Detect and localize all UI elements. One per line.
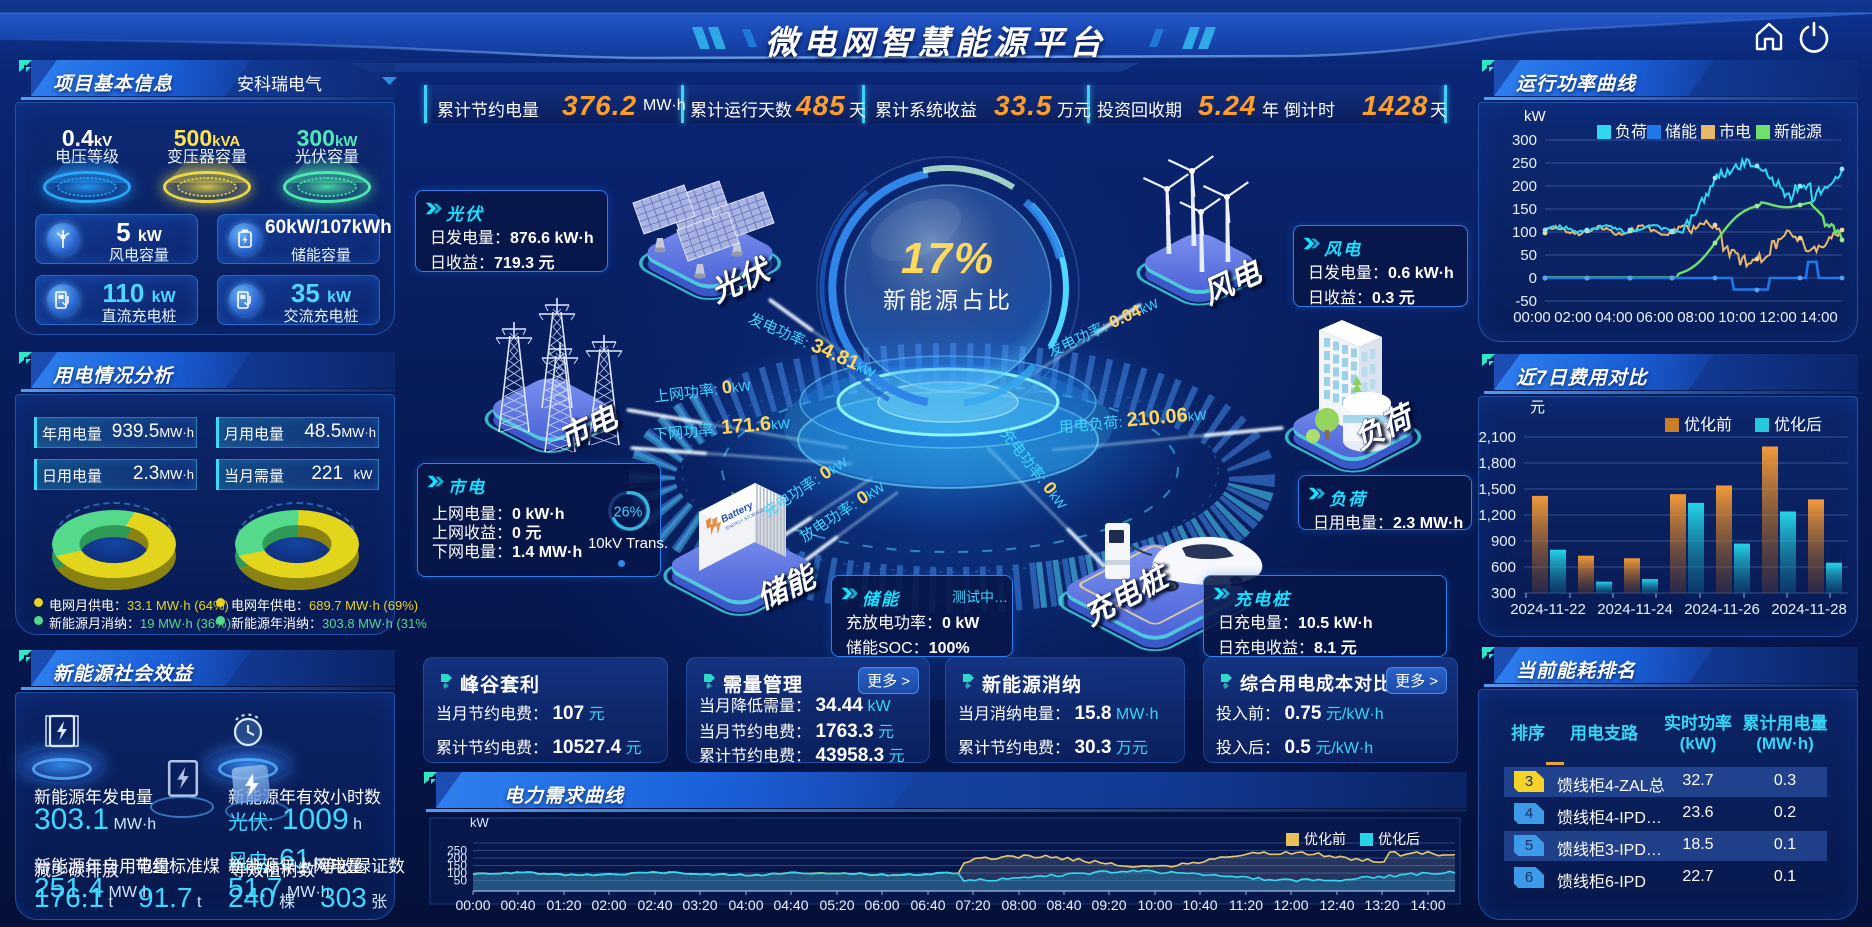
svg-text:08:40: 08:40 <box>1046 897 1081 913</box>
svg-text:00:40: 00:40 <box>500 897 535 913</box>
svg-text:2024-11-26: 2024-11-26 <box>1684 601 1760 618</box>
svg-text:14:00: 14:00 <box>1410 897 1445 913</box>
svg-text:03:20: 03:20 <box>682 897 717 913</box>
svg-text:26%: 26% <box>614 505 643 521</box>
svg-text:05:20: 05:20 <box>819 897 854 913</box>
svg-text:储能: 储能 <box>752 559 824 616</box>
svg-text:150: 150 <box>447 859 467 873</box>
svg-text:13:20: 13:20 <box>1364 897 1399 913</box>
svg-text:0: 0 <box>1529 270 1537 287</box>
svg-text:02:00: 02:00 <box>1554 309 1592 326</box>
svg-text:06:00: 06:00 <box>864 897 899 913</box>
svg-text:优化后: 优化后 <box>1378 831 1420 847</box>
svg-text:2024-11-24: 2024-11-24 <box>1597 601 1673 618</box>
svg-text:04:40: 04:40 <box>773 897 808 913</box>
svg-text:50: 50 <box>454 874 468 888</box>
svg-text:200: 200 <box>1512 178 1537 195</box>
svg-text:用电负荷: 210.06kW: 用电负荷: 210.06kW <box>1058 403 1208 438</box>
svg-text:04:00: 04:00 <box>728 897 763 913</box>
svg-text:-50: -50 <box>1515 293 1537 310</box>
svg-text:250: 250 <box>1512 155 1537 172</box>
svg-text:优化前: 优化前 <box>1304 831 1346 847</box>
svg-text:市电: 市电 <box>1719 123 1751 141</box>
svg-text:风电: 风电 <box>1198 255 1268 311</box>
svg-text:600: 600 <box>1491 559 1516 576</box>
svg-text:04:00: 04:00 <box>1595 309 1633 326</box>
svg-text:10:40: 10:40 <box>1182 897 1217 913</box>
svg-text:00:00: 00:00 <box>1513 309 1551 326</box>
svg-text:02:00: 02:00 <box>591 897 626 913</box>
svg-text:2024-11-28: 2024-11-28 <box>1771 601 1847 618</box>
svg-text:06:40: 06:40 <box>910 897 945 913</box>
svg-text:01:20: 01:20 <box>546 897 581 913</box>
svg-text:发电功率: 0.04kW: 发电功率: 0.04kW <box>1044 293 1162 361</box>
svg-text:优化后: 优化后 <box>1774 416 1822 434</box>
svg-text:100: 100 <box>1512 224 1537 241</box>
svg-text:12:00: 12:00 <box>1759 309 1797 326</box>
svg-text:下网功率: 171.6kW: 下网功率: 171.6kW <box>652 411 791 445</box>
svg-text:17%: 17% <box>901 234 995 283</box>
svg-text:300: 300 <box>1491 585 1516 602</box>
svg-text:10:00: 10:00 <box>1718 309 1756 326</box>
svg-text:1,200: 1,200 <box>1478 507 1516 524</box>
svg-text:2024-11-22: 2024-11-22 <box>1510 601 1586 618</box>
svg-text:市电: 市电 <box>553 399 624 456</box>
svg-text:kW: kW <box>470 815 490 830</box>
svg-text:新能源占比: 新能源占比 <box>883 287 1013 313</box>
svg-text:充电功率: 0kW: 充电功率: 0kW <box>997 424 1073 513</box>
svg-text:11:20: 11:20 <box>1229 897 1263 913</box>
svg-text:200: 200 <box>447 851 467 865</box>
svg-text:150: 150 <box>1512 201 1537 218</box>
svg-text:900: 900 <box>1491 533 1516 550</box>
svg-text:100: 100 <box>447 866 467 880</box>
svg-text:发电功率: 34.81kW: 发电功率: 34.81kW <box>745 307 880 383</box>
svg-text:06:00: 06:00 <box>1636 309 1674 326</box>
svg-text:09:20: 09:20 <box>1091 897 1126 913</box>
svg-text:优化前: 优化前 <box>1684 416 1732 434</box>
svg-text:07:20: 07:20 <box>955 897 990 913</box>
svg-text:1,500: 1,500 <box>1478 481 1516 498</box>
svg-text:负荷: 负荷 <box>1615 123 1647 141</box>
svg-text:08:00: 08:00 <box>1001 897 1036 913</box>
svg-text:光伏: 光伏 <box>705 252 778 309</box>
svg-text:12:00: 12:00 <box>1273 897 1308 913</box>
svg-text:08:00: 08:00 <box>1677 309 1715 326</box>
svg-text:kW: kW <box>1524 108 1547 125</box>
svg-text:元: 元 <box>1530 399 1545 416</box>
svg-text:上网功率: 0kW: 上网功率: 0kW <box>653 374 753 406</box>
svg-text:新能源: 新能源 <box>1774 123 1822 141</box>
svg-text:12:40: 12:40 <box>1319 897 1354 913</box>
svg-text:02:40: 02:40 <box>637 897 672 913</box>
svg-text:300: 300 <box>1512 132 1537 149</box>
svg-text:00:00: 00:00 <box>455 897 490 913</box>
svg-text:250: 250 <box>447 844 467 858</box>
svg-text:14:00: 14:00 <box>1800 309 1838 326</box>
svg-text:50: 50 <box>1520 247 1537 264</box>
svg-text:储能: 储能 <box>1665 123 1697 141</box>
svg-text:1,800: 1,800 <box>1478 455 1516 472</box>
svg-text:2,100: 2,100 <box>1478 429 1516 446</box>
svg-text:10:00: 10:00 <box>1137 897 1172 913</box>
